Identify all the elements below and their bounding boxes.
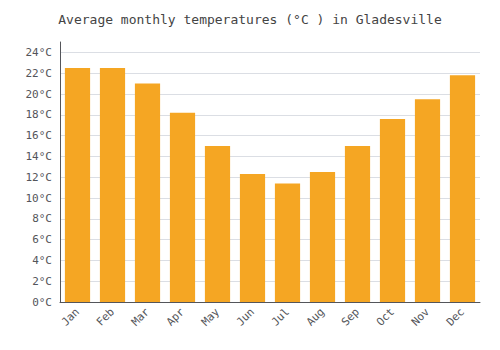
svg-text:Average monthly temperatures (: Average monthly temperatures (°C ) in Gl… (58, 12, 442, 27)
svg-text:10°C: 10°C (26, 192, 53, 205)
svg-text:Sep: Sep (339, 305, 362, 328)
svg-text:14°C: 14°C (26, 150, 53, 163)
svg-text:Oct: Oct (374, 305, 397, 328)
svg-text:Aug: Aug (304, 305, 327, 328)
svg-text:Nov: Nov (409, 305, 432, 328)
svg-text:6°C: 6°C (32, 233, 52, 246)
svg-text:Dec: Dec (444, 305, 467, 328)
svg-text:2°C: 2°C (32, 275, 52, 288)
svg-text:22°C: 22°C (26, 67, 53, 80)
svg-text:Jun: Jun (234, 305, 257, 328)
svg-text:Apr: Apr (164, 305, 187, 328)
svg-text:4°C: 4°C (32, 254, 52, 267)
svg-text:Jul: Jul (269, 305, 292, 328)
svg-text:8°C: 8°C (32, 212, 52, 225)
svg-text:24°C: 24°C (26, 46, 53, 59)
svg-text:18°C: 18°C (26, 108, 53, 121)
svg-text:12°C: 12°C (26, 171, 53, 184)
svg-text:20°C: 20°C (26, 88, 53, 101)
svg-text:Mar: Mar (129, 305, 152, 328)
svg-text:Jan: Jan (59, 305, 82, 328)
svg-text:0°C: 0°C (32, 296, 52, 309)
svg-text:May: May (199, 305, 222, 328)
svg-text:Feb: Feb (94, 305, 117, 328)
svg-text:16°C: 16°C (26, 129, 53, 142)
